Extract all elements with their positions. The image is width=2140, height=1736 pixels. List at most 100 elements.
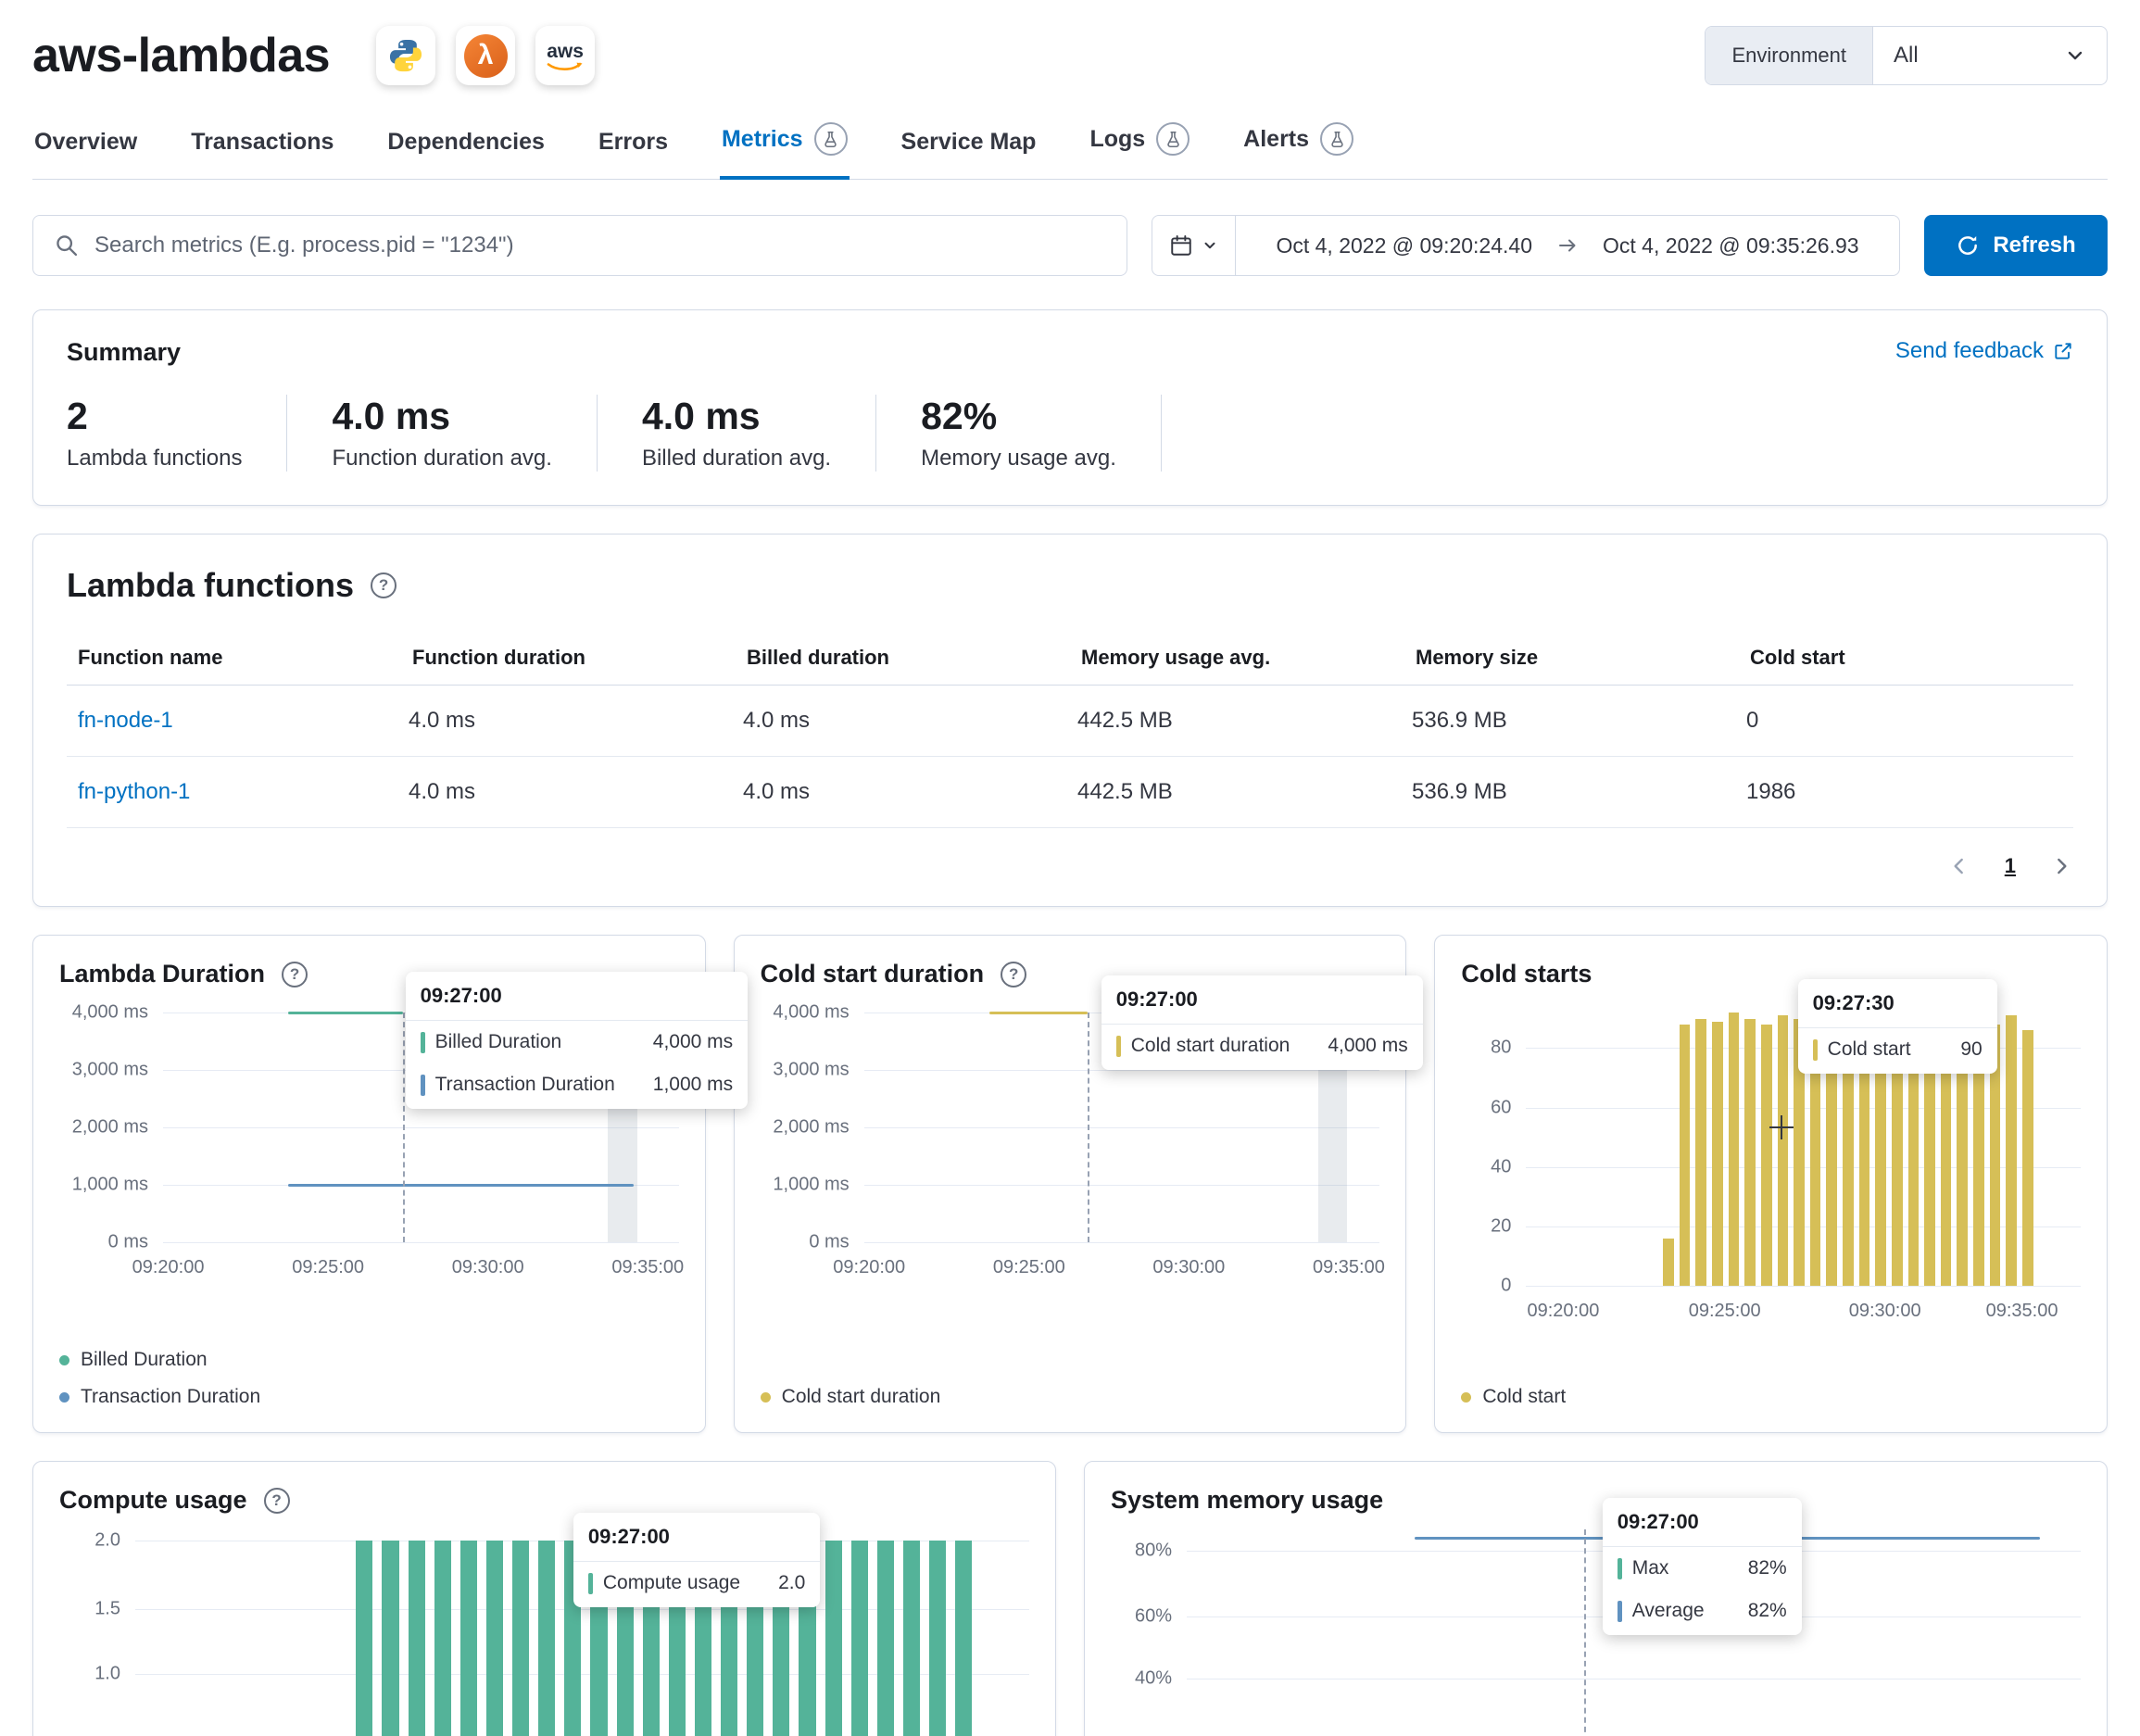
bar[interactable] — [929, 1541, 947, 1736]
series-line — [288, 1183, 635, 1187]
tab-overview[interactable]: Overview — [32, 123, 139, 180]
tab-alerts[interactable]: Alerts — [1241, 117, 1355, 180]
function-link[interactable]: fn-node-1 — [78, 708, 173, 734]
bar[interactable] — [1728, 1013, 1740, 1287]
date-end[interactable]: Oct 4, 2022 @ 09:35:26.93 — [1603, 233, 1859, 258]
y-tick-label: 0 ms — [107, 1231, 148, 1252]
page-number[interactable]: 1 — [2004, 854, 2016, 878]
lambda-duration-chart[interactable]: 4,000 ms 3,000 ms 2,000 ms 1,000 ms 0 ms 09:2… — [59, 972, 749, 1285]
bar[interactable] — [1663, 1238, 1674, 1287]
bar[interactable] — [902, 1541, 921, 1736]
bar[interactable] — [1777, 1015, 1789, 1287]
bar[interactable] — [1679, 1024, 1691, 1287]
bar[interactable] — [1973, 1018, 1984, 1287]
bar[interactable] — [1809, 1013, 1821, 1287]
tab-label: Service Map — [900, 129, 1037, 155]
x-axis: 09:20:00 09:25:00 09:30:00 09:35:00 — [132, 1242, 685, 1285]
bar[interactable] — [1858, 1015, 1870, 1287]
bar[interactable] — [2021, 1030, 2033, 1287]
bar[interactable] — [2006, 1015, 2017, 1287]
bar[interactable] — [1794, 1018, 1805, 1287]
tab-service-map[interactable]: Service Map — [900, 123, 1039, 180]
x-axis: 09:20:00 09:25:00 09:30:00 09:35:00 — [1526, 1286, 2081, 1328]
tooltip-row: Cold start duration 4,000 ms — [1101, 1025, 1423, 1070]
legend-label: Cold start duration — [781, 1386, 941, 1408]
function-link[interactable]: fn-python-1 — [78, 779, 191, 805]
bar[interactable] — [1940, 1015, 1952, 1287]
help-icon[interactable]: ? — [263, 1487, 290, 1514]
bar[interactable] — [1843, 1018, 1854, 1287]
help-icon[interactable]: ? — [371, 572, 397, 599]
bar[interactable] — [876, 1541, 894, 1736]
bar[interactable] — [1744, 1018, 1756, 1287]
column-header: Function duration — [401, 631, 736, 686]
summary-stat: 2 Lambda functions — [67, 395, 288, 472]
bar[interactable] — [434, 1541, 451, 1736]
tab-metrics[interactable]: Metrics — [719, 117, 850, 180]
plot-area[interactable]: 09:27:00 Compute usage 2.0 — [135, 1513, 1029, 1736]
legend-item[interactable]: Transaction Duration — [59, 1386, 679, 1408]
beaker-icon — [813, 122, 848, 156]
help-icon[interactable]: ? — [1001, 961, 1027, 988]
lambda-functions-title: Lambda functions — [67, 566, 355, 605]
legend-item[interactable]: Billed Duration — [59, 1349, 679, 1371]
bar[interactable] — [408, 1541, 425, 1736]
send-feedback-link[interactable]: Send feedback — [1895, 338, 2073, 364]
bar[interactable] — [955, 1541, 973, 1736]
tab-transactions[interactable]: Transactions — [189, 123, 335, 180]
lambda-icon: λ — [456, 26, 516, 85]
bar[interactable] — [1891, 1013, 1903, 1287]
date-start[interactable]: Oct 4, 2022 @ 09:20:24.40 — [1276, 233, 1532, 258]
quick-select-button[interactable] — [1152, 216, 1236, 275]
bar[interactable] — [1957, 1013, 1969, 1287]
bar[interactable] — [512, 1541, 530, 1736]
plot-area[interactable]: 09:27:00 Cold start duration 4,000 ms — [863, 975, 1423, 1244]
tab-dependencies[interactable]: Dependencies — [385, 123, 547, 180]
cold-starts-chart[interactable]: 80 60 40 20 0 09:27:30 Cold start 90 09:20:00 09:… — [1461, 979, 2081, 1328]
bar[interactable] — [850, 1541, 868, 1736]
y-tick-label: 3,000 ms — [71, 1059, 148, 1080]
refresh-button[interactable]: Refresh — [1924, 215, 2108, 276]
bar[interactable] — [825, 1541, 842, 1736]
chart-main: 09:27:00 Billed Duration 4,000 ms Transacti… — [132, 972, 749, 1285]
chevron-right-icon[interactable] — [2049, 854, 2073, 878]
plot-area[interactable]: 09:27:30 Cold start 90 — [1526, 979, 2081, 1288]
legend-item[interactable]: Cold start — [1461, 1386, 2081, 1408]
bar[interactable] — [538, 1541, 556, 1736]
cursor-line — [1584, 1529, 1587, 1736]
bar[interactable] — [459, 1541, 477, 1736]
bar[interactable] — [1826, 1021, 1838, 1287]
cold-start-duration-chart[interactable]: 4,000 ms 3,000 ms 2,000 ms 1,000 ms 0 ms 09:2… — [761, 975, 1423, 1285]
chart-tooltip: 09:27:00 Cold start duration 4,000 ms — [1101, 975, 1423, 1071]
legend-item[interactable]: Cold start duration — [760, 1386, 1380, 1408]
bar[interactable] — [1712, 1021, 1723, 1287]
plot-area[interactable]: 09:27:00 Billed Duration 4,000 ms Transacti… — [163, 972, 749, 1244]
bar[interactable] — [1695, 1018, 1707, 1287]
help-icon[interactable]: ? — [282, 961, 308, 988]
bar[interactable] — [356, 1541, 373, 1736]
y-tick-label: 80 — [1491, 1037, 1512, 1058]
tooltip-time: 09:27:00 — [405, 972, 749, 1022]
table-cell: 1986 — [1739, 756, 2073, 829]
column-header: Function name — [67, 631, 401, 686]
tab-logs[interactable]: Logs — [1088, 117, 1191, 180]
bar[interactable] — [1907, 1018, 1920, 1287]
table-cell: 4.0 ms — [401, 756, 736, 829]
bar[interactable] — [1989, 1024, 2001, 1287]
tab-errors[interactable]: Errors — [597, 123, 670, 180]
y-tick-label: 4,000 ms — [773, 1001, 850, 1023]
bar[interactable] — [1924, 1021, 1935, 1287]
chart-title: Compute usage — [59, 1486, 247, 1515]
environment-select[interactable]: Environment All — [1705, 26, 2108, 85]
compute-usage-chart[interactable]: 2.0 1.5 1.0 09:27:00 Compute usage 2.0 — [59, 1513, 1029, 1736]
bar[interactable] — [1875, 1024, 1886, 1287]
search-input[interactable] — [94, 233, 1106, 258]
bar[interactable] — [382, 1541, 399, 1736]
system-memory-usage-chart[interactable]: 80% 60% 40% 09:27:00 Max 82% Average 82% — [1111, 1498, 2081, 1736]
tab-label: Overview — [34, 129, 138, 155]
plot-area[interactable]: 09:27:00 Max 82% Average 82% — [1187, 1498, 2081, 1736]
bar[interactable] — [1760, 1024, 1772, 1287]
bar[interactable] — [485, 1541, 504, 1736]
chevron-left-icon[interactable] — [1947, 854, 1971, 878]
gridline — [863, 1185, 1380, 1187]
